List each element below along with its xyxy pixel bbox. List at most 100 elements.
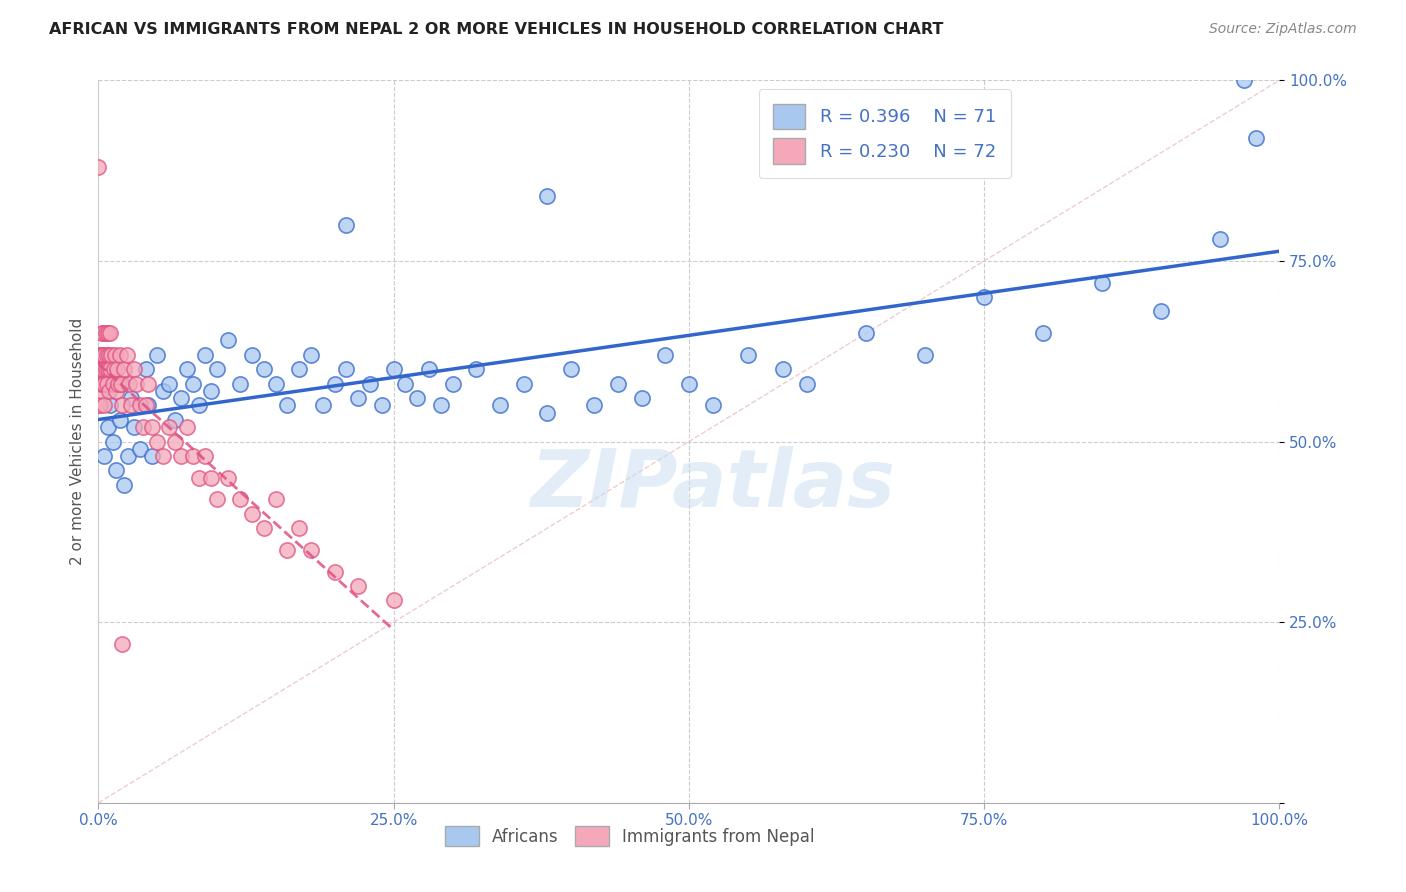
Point <box>146 434 169 449</box>
Point <box>1209 232 1232 246</box>
Point <box>654 348 676 362</box>
Point <box>93 398 115 412</box>
Point <box>489 398 512 412</box>
Point <box>1032 326 1054 340</box>
Point <box>93 348 115 362</box>
Point <box>107 376 129 391</box>
Point <box>121 398 143 412</box>
Point <box>205 362 228 376</box>
Point <box>181 376 204 391</box>
Point <box>217 334 239 348</box>
Point <box>141 449 163 463</box>
Point <box>104 348 127 362</box>
Point <box>217 470 239 484</box>
Point <box>96 376 118 391</box>
Point <box>253 362 276 376</box>
Point <box>536 189 558 203</box>
Point <box>194 348 217 362</box>
Y-axis label: 2 or more Vehicles in Household: 2 or more Vehicles in Household <box>69 318 84 566</box>
Point <box>678 376 700 391</box>
Point <box>100 348 122 362</box>
Text: AFRICAN VS IMMIGRANTS FROM NEPAL 2 OR MORE VEHICLES IN HOUSEHOLD CORRELATION CHA: AFRICAN VS IMMIGRANTS FROM NEPAL 2 OR MO… <box>49 22 943 37</box>
Point <box>90 362 112 376</box>
Point <box>181 449 204 463</box>
Point <box>94 362 117 376</box>
Point <box>115 348 138 362</box>
Point <box>276 398 298 412</box>
Point <box>418 362 440 376</box>
Point <box>111 398 134 412</box>
Point <box>118 376 141 391</box>
Point <box>103 362 125 376</box>
Point <box>87 376 110 391</box>
Point <box>205 492 228 507</box>
Point <box>737 348 759 362</box>
Point <box>371 398 394 412</box>
Point <box>194 449 217 463</box>
Point <box>105 362 128 376</box>
Point <box>141 420 163 434</box>
Point <box>90 384 112 398</box>
Point <box>135 362 157 376</box>
Point <box>264 376 287 391</box>
Point <box>112 478 135 492</box>
Point <box>91 348 114 362</box>
Point <box>97 362 120 376</box>
Point <box>96 348 118 362</box>
Point <box>89 398 111 412</box>
Point <box>973 290 995 304</box>
Point <box>89 376 111 391</box>
Point <box>89 362 111 376</box>
Point <box>264 492 287 507</box>
Point <box>441 376 464 391</box>
Point <box>430 398 453 412</box>
Point <box>288 521 311 535</box>
Point <box>157 420 180 434</box>
Point <box>125 376 148 391</box>
Point <box>165 413 187 427</box>
Point <box>406 391 429 405</box>
Point <box>135 398 157 412</box>
Point <box>1091 276 1114 290</box>
Point <box>170 391 193 405</box>
Point <box>394 376 416 391</box>
Point <box>97 420 120 434</box>
Point <box>512 376 534 391</box>
Point <box>560 362 582 376</box>
Point <box>1244 131 1267 145</box>
Point <box>98 362 121 376</box>
Point <box>98 326 121 340</box>
Point <box>796 376 818 391</box>
Point <box>110 376 132 391</box>
Point <box>630 391 652 405</box>
Point <box>382 593 405 607</box>
Point <box>200 384 222 398</box>
Point <box>240 507 263 521</box>
Point <box>128 398 150 412</box>
Point <box>136 398 159 412</box>
Text: ZIPatlas: ZIPatlas <box>530 446 896 524</box>
Point <box>112 362 135 376</box>
Point <box>93 376 115 391</box>
Point <box>187 398 209 412</box>
Point <box>914 348 936 362</box>
Point <box>1150 304 1173 318</box>
Point <box>299 542 322 557</box>
Point <box>117 449 139 463</box>
Point <box>101 376 124 391</box>
Point <box>90 348 112 362</box>
Point <box>111 376 134 391</box>
Point <box>347 579 370 593</box>
Point <box>772 362 794 376</box>
Point <box>91 376 114 391</box>
Point <box>98 348 121 362</box>
Point <box>187 470 209 484</box>
Point <box>121 391 143 405</box>
Point <box>91 326 114 340</box>
Point <box>136 376 159 391</box>
Point <box>465 362 488 376</box>
Point <box>98 398 121 412</box>
Point <box>323 565 346 579</box>
Point <box>146 348 169 362</box>
Point <box>702 398 724 412</box>
